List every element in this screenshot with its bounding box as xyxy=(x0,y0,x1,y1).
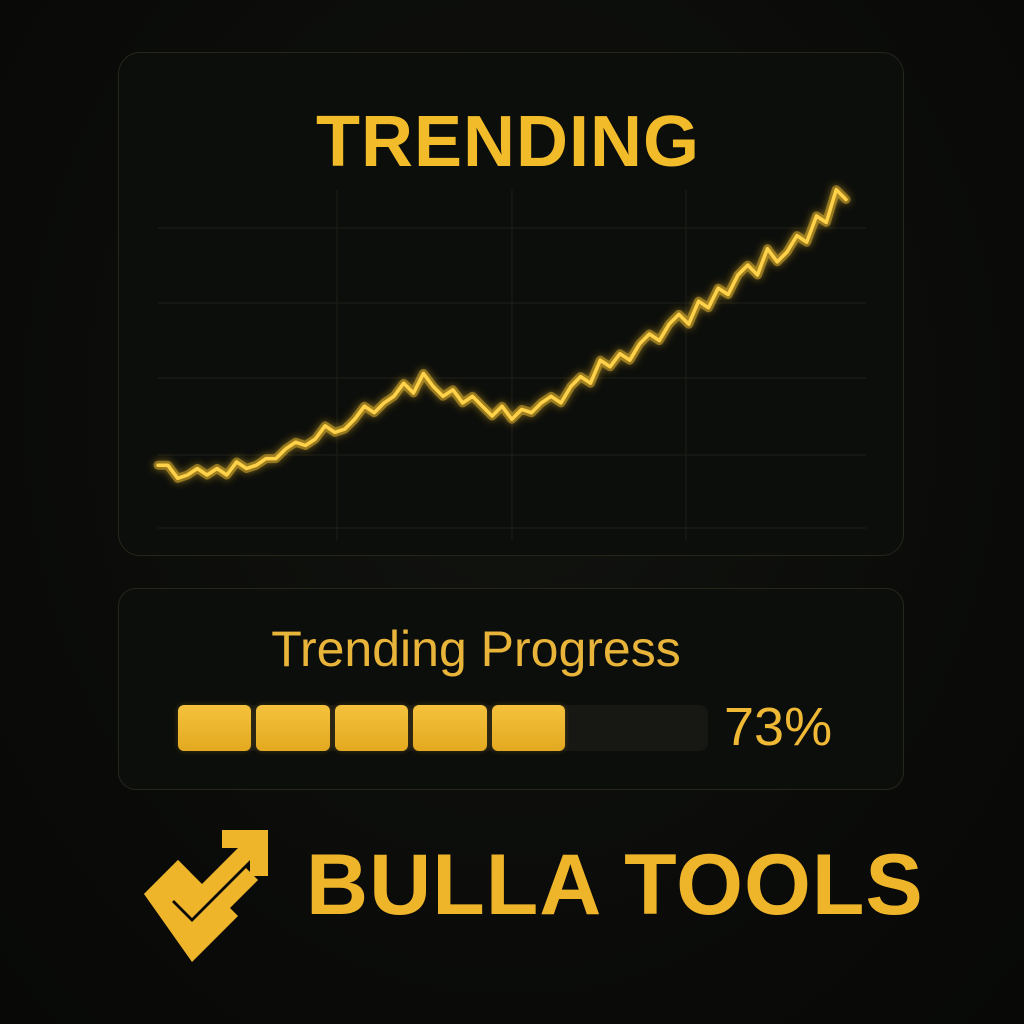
check-arrow-icon xyxy=(144,830,268,962)
progress-fill xyxy=(178,705,565,751)
chart-title: TRENDING xyxy=(316,102,700,182)
progress-card xyxy=(118,588,904,790)
progress-segment xyxy=(334,705,409,751)
progress-label: Trending Progress xyxy=(271,621,681,677)
progress-segment xyxy=(256,705,330,751)
brand-name: BULLA TOOLS xyxy=(306,837,924,933)
progress-bar xyxy=(178,705,708,751)
progress-percent: 73% xyxy=(724,697,833,757)
progress-segment xyxy=(413,705,487,751)
progress-segment xyxy=(491,705,565,751)
progress-segment xyxy=(178,705,252,751)
